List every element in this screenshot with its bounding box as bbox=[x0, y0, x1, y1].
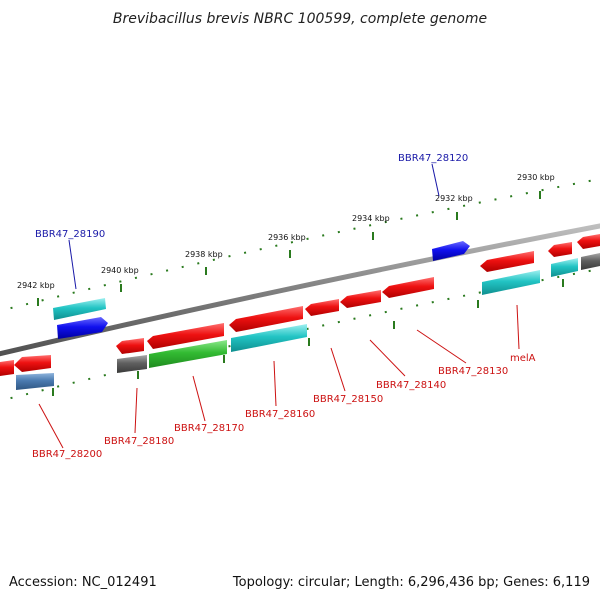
gene-label[interactable]: BBR47_28180 bbox=[104, 436, 174, 447]
gene-label[interactable]: BBR47_28150 bbox=[313, 394, 383, 405]
gene-block-steel[interactable] bbox=[16, 373, 54, 390]
gene-label[interactable]: BBR47_28170 bbox=[174, 423, 244, 434]
gene-block-red[interactable] bbox=[116, 338, 144, 354]
leader-line bbox=[369, 339, 406, 377]
leader-line bbox=[273, 360, 277, 407]
gene-block-red[interactable] bbox=[305, 299, 339, 316]
gene-label[interactable]: BBR47_28200 bbox=[32, 449, 102, 460]
reverse-gene-labels: BBR47_28200 BBR47_28180 BBR47_28170 BBR4… bbox=[32, 304, 536, 460]
leader-line bbox=[68, 239, 77, 290]
forward-genes bbox=[53, 241, 470, 339]
gene-block-red[interactable] bbox=[382, 277, 434, 298]
gene-block-blue[interactable] bbox=[57, 317, 108, 339]
gene-block-red[interactable] bbox=[480, 251, 534, 272]
gene-block-cyan[interactable] bbox=[551, 258, 578, 277]
scale-label: 2936 kbp bbox=[268, 233, 306, 242]
gene-block-cyan[interactable] bbox=[231, 324, 307, 352]
gene-block-blue[interactable] bbox=[432, 241, 470, 261]
scale-label: 2934 kbp bbox=[352, 214, 390, 223]
scale-label: 2932 kbp bbox=[435, 194, 473, 203]
scale-label: 2940 kbp bbox=[101, 266, 139, 275]
gene-label[interactable]: BBR47_28190 bbox=[35, 229, 105, 240]
inner-scale bbox=[0, 267, 600, 402]
scale-label: 2942 kbp bbox=[17, 281, 55, 290]
accession-text: Accession: NC_012491 bbox=[9, 575, 157, 590]
gene-block-gray[interactable] bbox=[117, 355, 147, 373]
gene-block-green[interactable] bbox=[149, 340, 227, 368]
gene-label[interactable]: BBR47_28130 bbox=[438, 366, 508, 377]
gene-block-gray[interactable] bbox=[581, 253, 600, 270]
gene-label[interactable]: melA bbox=[510, 353, 536, 364]
reverse-genes bbox=[0, 234, 600, 390]
gene-label[interactable]: BBR47_28120 bbox=[398, 153, 468, 164]
leader-line bbox=[416, 329, 467, 364]
gene-block-cyan[interactable] bbox=[53, 298, 106, 320]
outer-scale bbox=[0, 177, 600, 312]
gene-block-red[interactable] bbox=[14, 355, 51, 372]
scale-label: 2930 kbp bbox=[517, 173, 555, 182]
map-title: Brevibacillus brevis NBRC 100599, comple… bbox=[113, 11, 487, 27]
gene-block-red[interactable] bbox=[147, 323, 224, 349]
leader-line bbox=[431, 163, 440, 197]
gene-block-red[interactable] bbox=[0, 360, 14, 376]
gene-label[interactable]: BBR47_28160 bbox=[245, 409, 315, 420]
genome-stats-text: Topology: circular; Length: 6,296,436 bp… bbox=[232, 575, 590, 590]
forward-gene-labels: BBR47_28190 BBR47_28120 bbox=[35, 153, 468, 290]
leader-line bbox=[192, 375, 206, 422]
gene-block-red[interactable] bbox=[229, 306, 303, 332]
scale-label: 2938 kbp bbox=[185, 250, 223, 259]
gene-label[interactable]: BBR47_28140 bbox=[376, 380, 446, 391]
leader-line bbox=[330, 347, 346, 392]
gene-block-red[interactable] bbox=[548, 242, 572, 257]
gene-block-red[interactable] bbox=[340, 290, 381, 308]
leader-line bbox=[134, 387, 138, 434]
leader-line bbox=[516, 304, 520, 350]
leader-line bbox=[38, 403, 64, 449]
gene-block-cyan[interactable] bbox=[482, 270, 540, 295]
gene-block-red[interactable] bbox=[577, 234, 600, 249]
